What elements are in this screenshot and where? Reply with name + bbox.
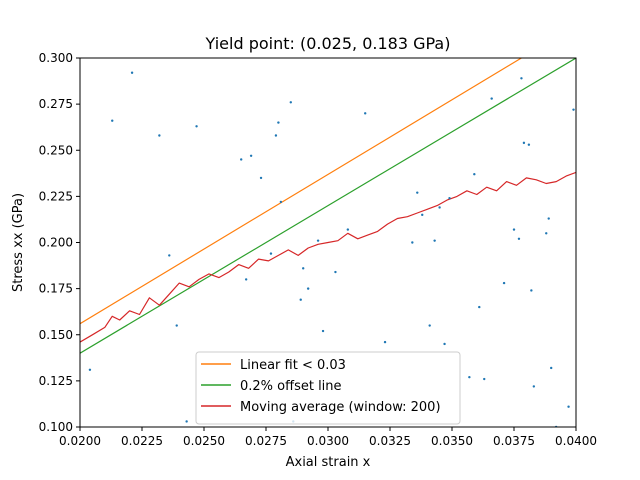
scatter-point bbox=[185, 420, 188, 423]
scatter-point bbox=[438, 206, 441, 209]
legend: Linear fit < 0.03 0.2% offset line Movin… bbox=[195, 351, 461, 425]
scatter-point bbox=[111, 119, 114, 122]
scatter-point bbox=[259, 176, 263, 180]
scatter-point bbox=[478, 305, 481, 309]
x-tick-label: 0.0200 bbox=[59, 434, 101, 448]
scatter-point bbox=[443, 342, 446, 346]
y-tick-label: 0.175 bbox=[39, 282, 73, 296]
scatter-point bbox=[545, 232, 548, 235]
scatter-point bbox=[302, 267, 305, 270]
scatter-point bbox=[490, 97, 493, 100]
scatter-point bbox=[567, 405, 570, 408]
scatter-point bbox=[483, 377, 486, 381]
legend-label-offset-line: 0.2% offset line bbox=[240, 379, 342, 394]
linear-fit-line bbox=[80, 58, 522, 325]
scatter-point bbox=[130, 71, 134, 74]
scatter-point bbox=[512, 228, 516, 231]
offset-line bbox=[80, 58, 576, 354]
scatter-point bbox=[279, 200, 283, 204]
y-tick-label: 0.275 bbox=[39, 97, 73, 111]
scatter-point bbox=[416, 191, 419, 194]
x-axis-label: Axial strain x bbox=[286, 455, 371, 470]
scatter-point bbox=[411, 241, 414, 244]
x-tick-label: 0.0400 bbox=[555, 434, 597, 448]
scatter-point bbox=[530, 289, 533, 292]
y-tick-label: 0.125 bbox=[39, 374, 73, 388]
series-layer bbox=[80, 58, 576, 427]
legend-label-moving-average: Moving average (window: 200) bbox=[240, 400, 441, 415]
x-tick-label: 0.0300 bbox=[307, 434, 349, 448]
legend-label-linear-fit: Linear fit < 0.03 bbox=[240, 358, 346, 373]
y-tick-label: 0.150 bbox=[39, 328, 73, 342]
scatter-point bbox=[502, 281, 506, 285]
scatter-point bbox=[383, 340, 387, 344]
x-tick-label: 0.0225 bbox=[121, 434, 163, 448]
y-tick-label: 0.200 bbox=[39, 236, 73, 250]
y-tick-label: 0.300 bbox=[39, 51, 73, 65]
legend-frame bbox=[195, 351, 461, 425]
x-tick-label: 0.0250 bbox=[183, 434, 225, 448]
x-tick-label: 0.0325 bbox=[369, 434, 411, 448]
scatter-point bbox=[249, 154, 253, 157]
scatter-point bbox=[433, 239, 436, 242]
scatter-point bbox=[306, 287, 310, 290]
scatter-point bbox=[520, 77, 523, 80]
scatter-point bbox=[88, 368, 92, 372]
chart-title: Yield point: (0.025, 0.183 GPa) bbox=[205, 34, 451, 53]
scatter-point bbox=[428, 324, 431, 327]
y-tick-label: 0.250 bbox=[39, 143, 73, 157]
x-tick-label: 0.0275 bbox=[245, 434, 287, 448]
scatter-point bbox=[244, 278, 248, 281]
scatter-point bbox=[195, 125, 198, 128]
scatter-point bbox=[527, 143, 531, 146]
scatter-point bbox=[448, 197, 451, 200]
x-tick-label: 0.0375 bbox=[493, 434, 535, 448]
y-tick-label: 0.100 bbox=[39, 420, 73, 434]
moving-average-line bbox=[80, 171, 576, 343]
scatter-point bbox=[175, 324, 178, 327]
y-axis-label: Stress xx (GPa) bbox=[11, 193, 26, 292]
x-tick-label: 0.0350 bbox=[431, 434, 473, 448]
scatter-point bbox=[299, 298, 302, 301]
scatter-point bbox=[316, 239, 320, 242]
y-axis-ticks: 0.100 0.125 0.150 0.175 0.200 0.225 0.250 0.275… bbox=[39, 51, 80, 434]
scatter-point bbox=[550, 366, 553, 370]
y-tick-label: 0.225 bbox=[39, 189, 73, 203]
scatter-point bbox=[517, 237, 521, 241]
scatter-point bbox=[547, 217, 550, 220]
scatter-point bbox=[274, 134, 278, 137]
scatter-point bbox=[168, 254, 171, 257]
scatter-point bbox=[289, 101, 292, 104]
scatter-point bbox=[421, 213, 424, 217]
scatter-point bbox=[522, 141, 526, 145]
scatter-point bbox=[572, 108, 575, 111]
scatter-point bbox=[158, 134, 161, 137]
scatter-point bbox=[346, 228, 350, 231]
x-axis-ticks: 0.0200 0.0225 0.0250 0.0275 0.0300 0.0325 0.03… bbox=[59, 427, 597, 448]
scatter-point bbox=[321, 329, 325, 333]
scatter-point bbox=[240, 158, 243, 161]
scatter-point bbox=[334, 270, 337, 274]
scatter-point bbox=[468, 375, 471, 379]
scatter-point bbox=[269, 252, 273, 255]
scatter-point bbox=[532, 385, 536, 388]
scatter-point bbox=[277, 121, 280, 124]
scatter-point bbox=[364, 112, 367, 115]
scatter-point bbox=[473, 173, 476, 176]
